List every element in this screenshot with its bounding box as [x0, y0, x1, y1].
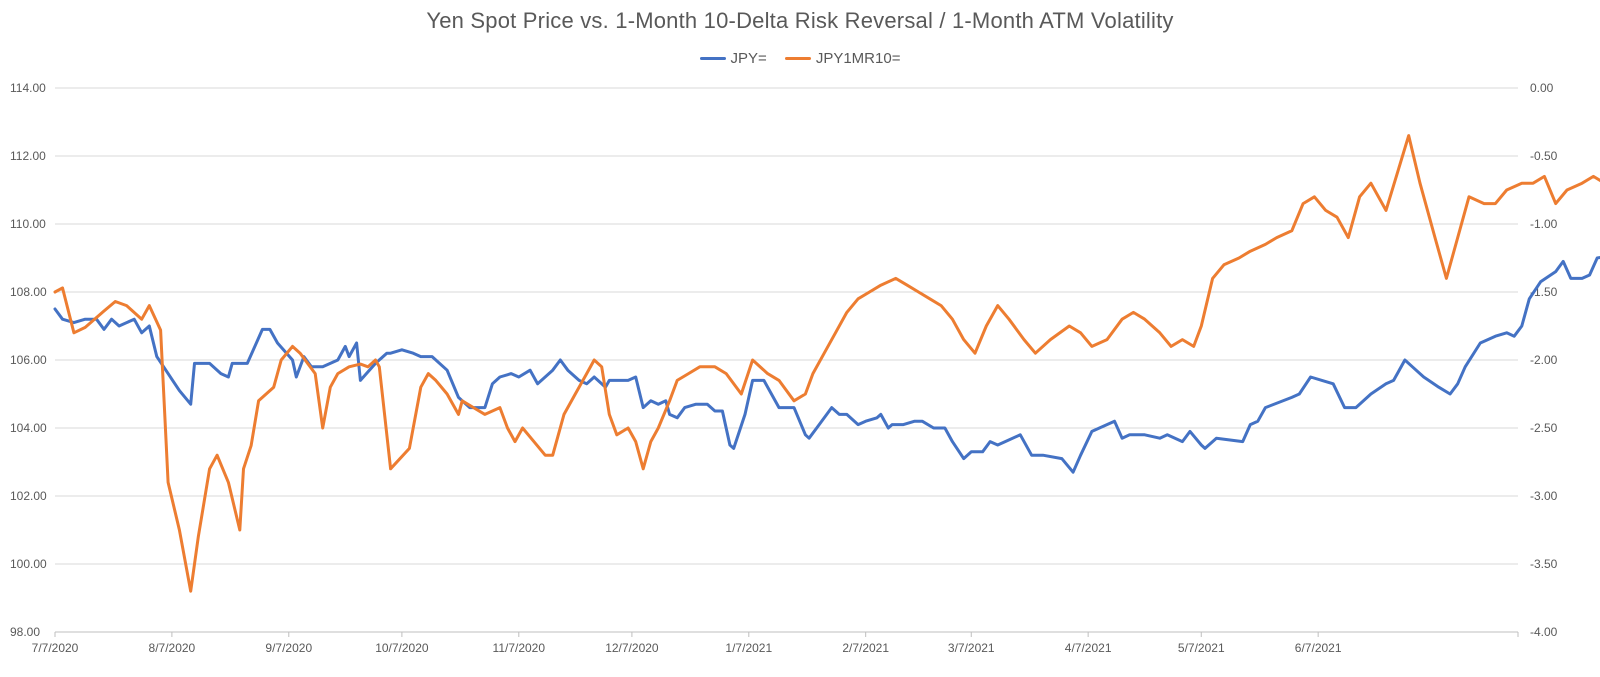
y-left-tick-label: 108.00: [10, 285, 47, 299]
x-tick-label: 10/7/2020: [375, 641, 429, 655]
x-tick-label: 5/7/2021: [1178, 641, 1225, 655]
y-left-tick-label: 106.00: [10, 353, 47, 367]
series-line-jpy1mr10: [53, 134, 1600, 593]
legend: JPY= JPY1MR10=: [0, 50, 1600, 67]
legend-label-jpy: JPY=: [730, 50, 767, 67]
x-tick-label: 11/7/2020: [493, 641, 546, 655]
x-tick-label: 2/7/2021: [842, 641, 889, 655]
y-left-tick-label: 112.00: [10, 149, 46, 163]
y-left-tick-label: 114.00: [10, 81, 46, 95]
y-right-tick-label: 0.00: [1530, 81, 1554, 95]
y-right-tick-label: -2.50: [1530, 421, 1558, 435]
y-right-tick-label: -3.50: [1530, 557, 1558, 571]
series-line-jpy: [53, 255, 1600, 474]
y-right-tick-label: -0.50: [1530, 149, 1558, 163]
x-tick-label: 1/7/2021: [725, 641, 772, 655]
x-tick-label: 8/7/2020: [149, 641, 196, 655]
y-right-tick-label: -4.00: [1530, 625, 1558, 639]
y-left-tick-label: 104.00: [10, 421, 47, 435]
y-right-tick-label: -3.00: [1530, 489, 1558, 503]
x-tick-label: 7/7/2020: [32, 641, 79, 655]
y-left-tick-label: 100.00: [10, 557, 47, 571]
x-tick-label: 12/7/2020: [605, 641, 659, 655]
y-left-tick-label: 102.00: [10, 489, 47, 503]
legend-swatch-jpy: [699, 57, 726, 60]
y-left-tick-label: 98.00: [10, 625, 40, 639]
y-right-tick-label: -1.00: [1530, 217, 1558, 231]
x-tick-label: 6/7/2021: [1295, 641, 1342, 655]
y-right-tick-label: -2.00: [1530, 353, 1558, 367]
legend-label-jpy1mr10: JPY1MR10=: [815, 50, 901, 67]
x-tick-label: 4/7/2021: [1065, 641, 1112, 655]
x-tick-label: 3/7/2021: [948, 641, 995, 655]
chart-title: Yen Spot Price vs. 1-Month 10-Delta Risk…: [426, 8, 1174, 33]
y-left-tick-label: 110.00: [10, 217, 46, 231]
legend-item-jpy: JPY=: [699, 50, 767, 67]
legend-item-jpy1mr10: JPY1MR10=: [784, 50, 901, 67]
x-tick-label: 9/7/2020: [265, 641, 312, 655]
legend-swatch-jpy1mr10: [784, 57, 811, 60]
